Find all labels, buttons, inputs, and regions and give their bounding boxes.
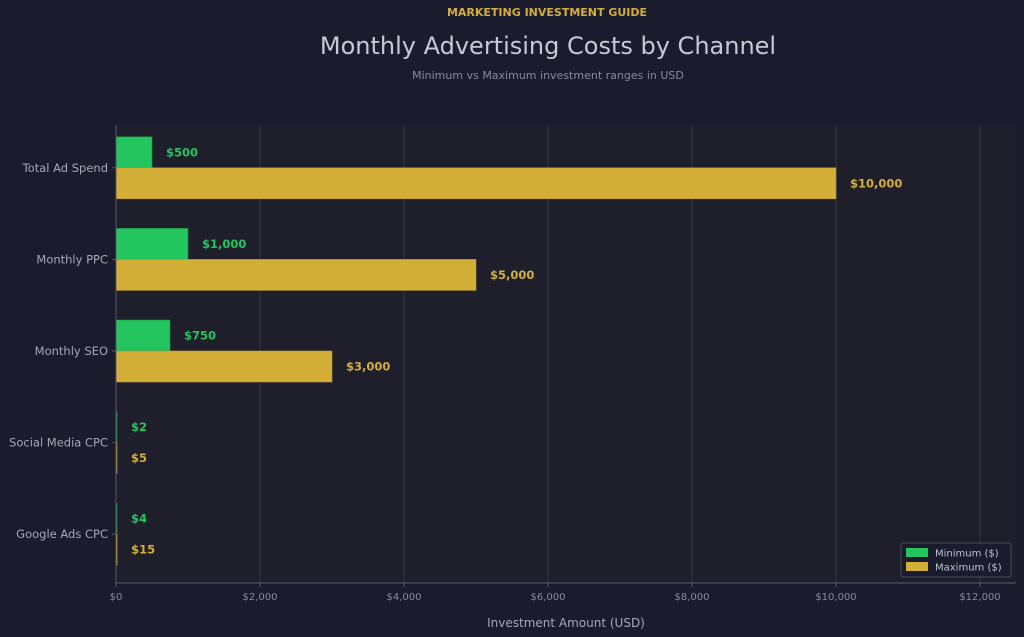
chart-title: Monthly Advertising Costs by Channel [320, 32, 776, 60]
x-axis-label: Investment Amount (USD) [487, 616, 645, 630]
legend-box [900, 542, 1012, 578]
minimum-value-label: $750 [184, 329, 216, 343]
chart-subtitle: Minimum vs Maximum investment ranges in … [412, 69, 684, 82]
maximum-value-label: $5,000 [490, 268, 534, 282]
legend-label-minimum: Minimum ($) [935, 549, 999, 560]
minimum-bar [115, 136, 153, 169]
x-tick-label: $4,000 [387, 592, 422, 603]
maximum-value-label: $5 [131, 451, 147, 465]
legend-label-maximum: Maximum ($) [935, 563, 1002, 574]
x-tick-label: $2,000 [243, 592, 278, 603]
x-tick-label: $12,000 [959, 592, 1000, 603]
legend: Minimum ($) Maximum ($) [900, 542, 1012, 578]
minimum-bar [115, 319, 171, 352]
minimum-value-label: $1,000 [202, 237, 246, 251]
category-label: Social Media CPC [9, 436, 108, 450]
minimum-bar [115, 228, 189, 260]
maximum-bar [115, 259, 477, 291]
minimum-value-label: $2 [131, 420, 147, 434]
maximum-value-label: $3,000 [346, 360, 390, 374]
maximum-value-label: $10,000 [850, 176, 902, 190]
axis-layer: $0 $2,000 $4,000 $6,000 $8,000 $10,000 $12,000… [9, 125, 1016, 603]
minimum-value-label: $500 [166, 145, 198, 159]
labels-layer: $500 $10,000 $1,000 $5,000 $750 $3,000 $2 $5 $4 $… [131, 145, 902, 556]
bars-layer [115, 136, 837, 566]
category-label: Monthly SEO [35, 344, 108, 358]
x-tick-label: $0 [110, 592, 123, 603]
x-tick-label: $10,000 [815, 592, 856, 603]
minimum-value-label: $4 [131, 512, 147, 526]
category-label: Monthly PPC [36, 252, 108, 266]
maximum-bar [115, 167, 837, 200]
maximum-bar [115, 350, 333, 383]
x-tick-label: $8,000 [675, 592, 710, 603]
chart-eyebrow: MARKETING INVESTMENT GUIDE [447, 6, 647, 19]
category-label: Total Ad Spend [22, 161, 108, 175]
legend-swatch-minimum [906, 548, 928, 557]
maximum-value-label: $15 [131, 543, 155, 557]
legend-swatch-maximum [906, 562, 928, 571]
x-tick-label: $6,000 [531, 592, 566, 603]
category-label: Google Ads CPC [16, 527, 108, 541]
